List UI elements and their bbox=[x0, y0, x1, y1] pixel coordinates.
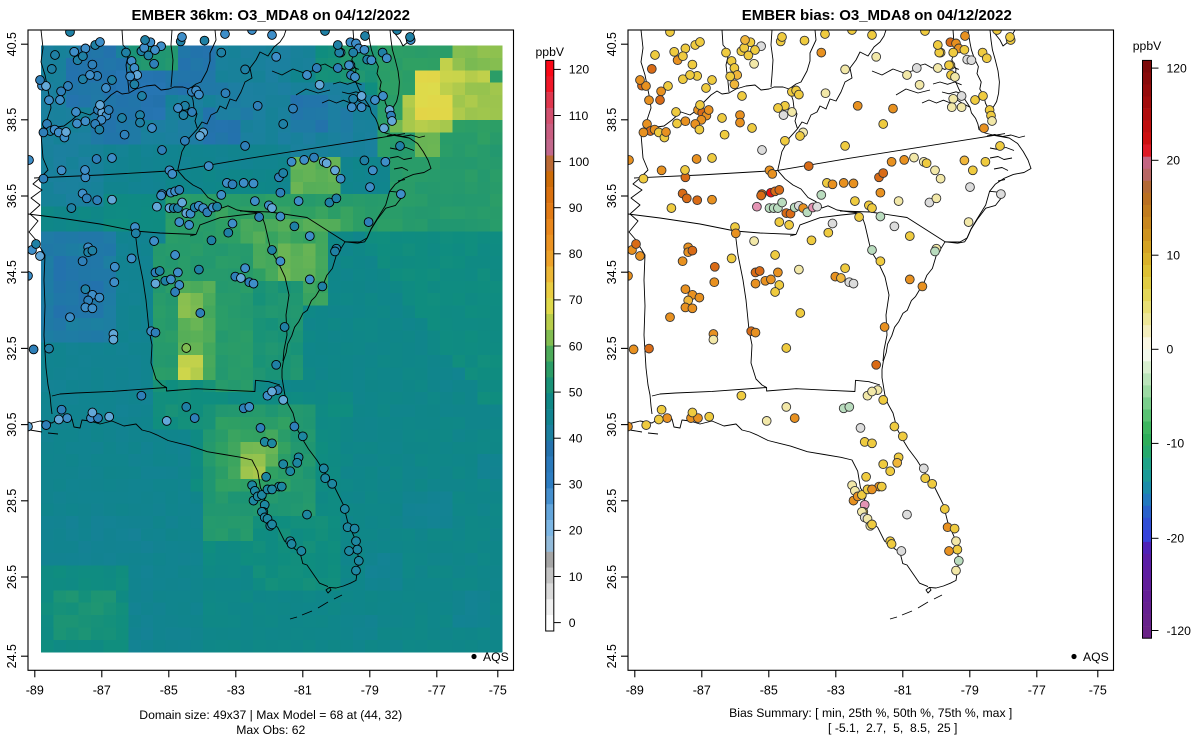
svg-text:40.5: 40.5 bbox=[5, 32, 19, 56]
svg-text:28.5: 28.5 bbox=[605, 489, 619, 513]
svg-text:Bias Summary: [ min, 25th %, 5: Bias Summary: [ min, 25th %, 50th %, 75t… bbox=[729, 706, 1012, 720]
svg-text:40.5: 40.5 bbox=[605, 32, 619, 56]
svg-text:80: 80 bbox=[569, 247, 583, 261]
svg-text:0: 0 bbox=[1167, 343, 1174, 357]
svg-text:26.5: 26.5 bbox=[605, 565, 619, 589]
svg-text:-81: -81 bbox=[894, 683, 912, 697]
svg-text:-87: -87 bbox=[93, 683, 111, 697]
svg-text:-77: -77 bbox=[428, 683, 446, 697]
svg-text:-85: -85 bbox=[760, 683, 778, 697]
svg-text:-75: -75 bbox=[1089, 683, 1107, 697]
svg-text:30.5: 30.5 bbox=[605, 412, 619, 436]
svg-text:10: 10 bbox=[1167, 249, 1181, 263]
svg-text:-77: -77 bbox=[1028, 683, 1046, 697]
svg-text:-79: -79 bbox=[961, 683, 979, 697]
svg-text:34.5: 34.5 bbox=[5, 260, 19, 284]
svg-text:32.5: 32.5 bbox=[5, 336, 19, 360]
svg-text:-87: -87 bbox=[693, 683, 711, 697]
svg-text:Domain size: 49x37 | Max Model: Domain size: 49x37 | Max Model = 68 at (… bbox=[139, 708, 402, 722]
svg-text:EMBER bias: O3_MDA8 on 04/12/2: EMBER bias: O3_MDA8 on 04/12/2022 bbox=[742, 7, 1012, 24]
svg-text:30: 30 bbox=[569, 478, 583, 492]
svg-text:24.5: 24.5 bbox=[5, 644, 19, 668]
svg-text:36.5: 36.5 bbox=[5, 184, 19, 208]
svg-text:-89: -89 bbox=[626, 683, 644, 697]
svg-text:70: 70 bbox=[569, 293, 583, 307]
svg-text:-79: -79 bbox=[361, 683, 379, 697]
svg-text:20: 20 bbox=[1167, 154, 1181, 168]
svg-text:20: 20 bbox=[569, 524, 583, 538]
svg-text:24.5: 24.5 bbox=[605, 644, 619, 668]
svg-text:-83: -83 bbox=[227, 683, 245, 697]
svg-text:-120: -120 bbox=[1167, 624, 1192, 638]
svg-text:38.5: 38.5 bbox=[605, 108, 619, 132]
svg-text:32.5: 32.5 bbox=[605, 336, 619, 360]
svg-text:26.5: 26.5 bbox=[5, 565, 19, 589]
svg-text:Max Obs: 62: Max Obs: 62 bbox=[236, 723, 305, 737]
svg-text:-85: -85 bbox=[160, 683, 178, 697]
svg-text:36.5: 36.5 bbox=[605, 184, 619, 208]
svg-text:28.5: 28.5 bbox=[5, 489, 19, 513]
svg-text:0: 0 bbox=[569, 616, 576, 630]
svg-text:-20: -20 bbox=[1167, 532, 1185, 546]
svg-text:120: 120 bbox=[569, 63, 590, 77]
svg-text:34.5: 34.5 bbox=[605, 260, 619, 284]
svg-text:ppbV: ppbV bbox=[536, 45, 565, 59]
svg-text:EMBER 36km: O3_MDA8 on 04/12/2: EMBER 36km: O3_MDA8 on 04/12/2022 bbox=[132, 7, 410, 24]
svg-text:-83: -83 bbox=[827, 683, 845, 697]
svg-text:AQS: AQS bbox=[1083, 650, 1109, 664]
svg-text:10: 10 bbox=[569, 570, 583, 584]
svg-text:60: 60 bbox=[569, 339, 583, 353]
svg-text:[ -5.1, 2.7, 5, 8.5, 25 ]: [ -5.1, 2.7, 5, 8.5, 25 ] bbox=[828, 721, 957, 735]
svg-text:-10: -10 bbox=[1167, 437, 1185, 451]
svg-text:40: 40 bbox=[569, 432, 583, 446]
svg-text:30.5: 30.5 bbox=[5, 412, 19, 436]
svg-text:110: 110 bbox=[569, 109, 589, 123]
svg-text:-75: -75 bbox=[489, 683, 507, 697]
svg-text:-89: -89 bbox=[26, 683, 44, 697]
svg-text:50: 50 bbox=[569, 385, 583, 399]
svg-text:120: 120 bbox=[1167, 61, 1188, 75]
svg-text:ppbV: ppbV bbox=[1133, 39, 1162, 53]
svg-text:90: 90 bbox=[569, 201, 583, 215]
svg-text:38.5: 38.5 bbox=[5, 108, 19, 132]
svg-text:100: 100 bbox=[569, 155, 590, 169]
svg-text:AQS: AQS bbox=[483, 650, 509, 664]
svg-text:-81: -81 bbox=[294, 683, 312, 697]
